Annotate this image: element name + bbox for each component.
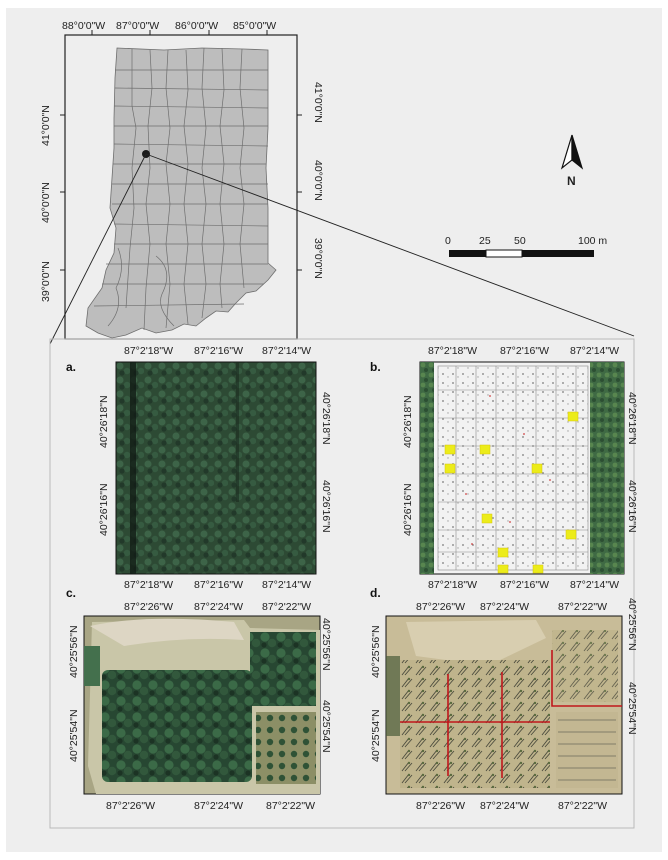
panel-letter: c. xyxy=(66,586,77,600)
lat-label: 40°25'54"N xyxy=(320,700,332,753)
lon-label: 87°2'16"W xyxy=(194,345,244,357)
panel-c-image xyxy=(83,615,321,795)
panel-a-image xyxy=(115,361,317,575)
lon-label: 88°0'0"W xyxy=(62,20,106,32)
lon-label: 87°2'14"W xyxy=(262,579,312,591)
lon-label: 87°2'16"W xyxy=(500,579,550,591)
indiana-state-shape xyxy=(85,47,277,339)
panel-b-image xyxy=(419,361,625,575)
leader-lines xyxy=(49,153,635,345)
lon-label: 87°2'24"W xyxy=(194,800,244,812)
scale-tick: 25 xyxy=(479,235,491,247)
scale-tick: 0 xyxy=(445,235,451,247)
lat-label: 40°25'56"N xyxy=(320,618,332,671)
lat-label: 40°25'56"N xyxy=(68,625,80,678)
figure-page: 88°0'0"W 87°0'0"W 86°0'0"W 85°0'0"W 41°0… xyxy=(6,8,662,852)
lon-label: 87°2'22"W xyxy=(266,800,316,812)
north-label: N xyxy=(567,174,576,188)
lat-label: 40°25'54"N xyxy=(626,682,638,735)
lat-label: 40°25'56"N xyxy=(370,625,382,678)
lon-label: 85°0'0"W xyxy=(233,20,277,32)
lat-label: 40°26'16"N xyxy=(402,483,414,536)
lat-label: 40°25'54"N xyxy=(370,709,382,762)
lat-label: 40°26'18"N xyxy=(98,395,110,448)
lat-label: 40°26'18"N xyxy=(402,395,414,448)
lon-label: 87°2'16"W xyxy=(500,345,550,357)
lon-label: 87°2'14"W xyxy=(570,579,620,591)
lon-label: 87°2'22"W xyxy=(558,800,608,812)
overview-map-graphic xyxy=(49,30,635,829)
lon-label: 87°2'26"W xyxy=(416,800,466,812)
lon-label: 87°2'24"W xyxy=(194,601,244,613)
lon-label: 87°2'26"W xyxy=(124,601,174,613)
lat-label: 40°26'16"N xyxy=(626,480,638,533)
detail-frame xyxy=(49,338,635,829)
scale-tick: 50 xyxy=(514,235,526,247)
lat-label: 40°25'56"N xyxy=(626,598,638,651)
county-lines xyxy=(93,47,269,331)
lon-label: 87°2'18"W xyxy=(124,345,174,357)
lon-label: 87°2'18"W xyxy=(428,345,478,357)
lat-label: 40°26'18"N xyxy=(626,392,638,445)
lon-label: 87°2'26"W xyxy=(106,800,156,812)
lon-label: 87°2'22"W xyxy=(558,601,608,613)
grid-lines xyxy=(400,650,622,778)
lat-label: 40°25'54"N xyxy=(68,709,80,762)
map-ticks xyxy=(60,30,302,271)
panel-letter: b. xyxy=(370,360,381,374)
lon-label: 87°2'18"W xyxy=(124,579,174,591)
sample-markers xyxy=(444,411,579,574)
lon-label: 87°2'26"W xyxy=(416,601,466,613)
lon-label: 87°2'18"W xyxy=(428,579,478,591)
lat-label: 40°26'16"N xyxy=(320,480,332,533)
north-arrow-icon xyxy=(560,134,584,170)
panel-d-image xyxy=(385,615,623,795)
lon-label: 86°0'0"W xyxy=(175,20,219,32)
lon-label: 87°2'14"W xyxy=(570,345,620,357)
red-marks xyxy=(465,395,551,545)
panel-letter: a. xyxy=(66,360,77,374)
lat-label: 40°26'16"N xyxy=(98,483,110,536)
lon-label: 87°2'24"W xyxy=(480,601,530,613)
tree-rows xyxy=(558,719,616,781)
lon-label: 87°2'22"W xyxy=(262,601,312,613)
lon-label: 87°2'14"W xyxy=(262,345,312,357)
lon-label: 87°2'16"W xyxy=(194,579,244,591)
scale-bar xyxy=(449,249,594,258)
panel-letter: d. xyxy=(370,586,381,600)
lat-label: 40°26'18"N xyxy=(320,392,332,445)
scale-end-label: 100 m xyxy=(578,235,608,247)
lon-label: 87°2'24"W xyxy=(480,800,530,812)
lon-label: 87°0'0"W xyxy=(116,20,160,32)
